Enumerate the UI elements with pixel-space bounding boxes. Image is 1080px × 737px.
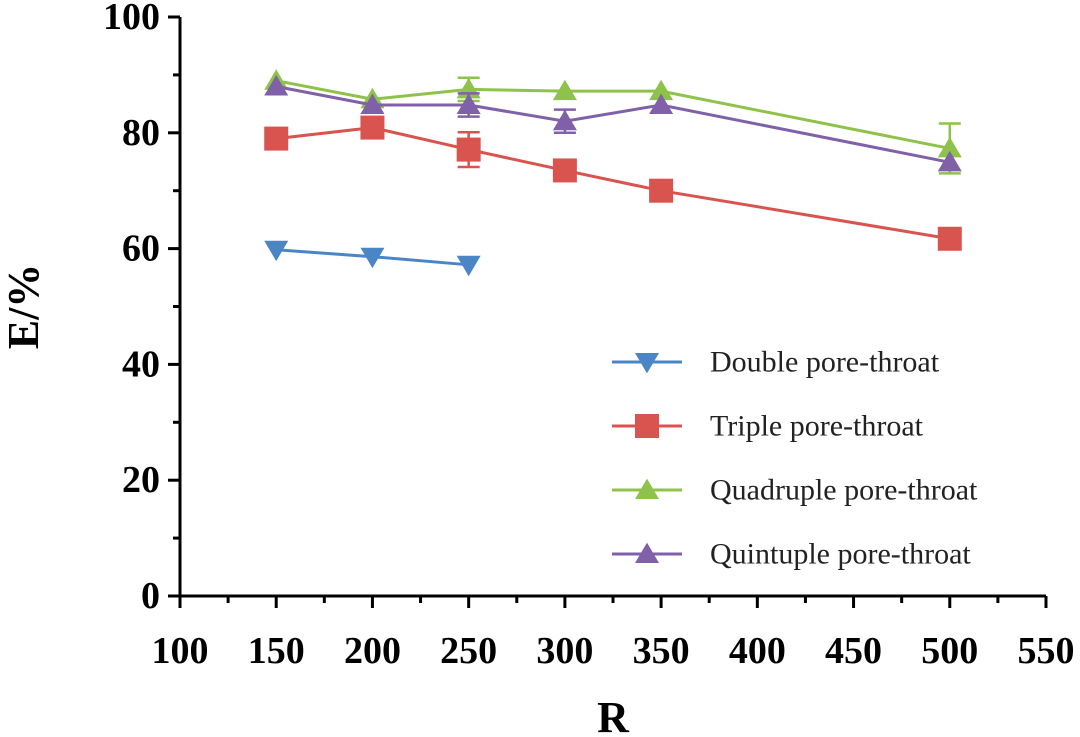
legend-item: Double pore-throat [612,346,940,379]
x-tick-label: 500 [921,630,978,672]
x-tick-label: 450 [825,630,882,672]
data-point [937,150,962,172]
data-point [552,109,577,131]
data-point [649,178,674,203]
x-tick-label: 550 [1018,630,1075,672]
series-2 [264,115,962,251]
data-point [264,75,289,96]
legend-label: Double pore-throat [710,346,940,379]
x-tick-label: 150 [248,630,305,672]
legend-marker [635,542,659,563]
legend: Double pore-throat Triple pore-throat Quad… [612,346,978,571]
series-1 [264,240,481,277]
data-point [937,137,962,158]
y-tick-label: 60 [122,228,160,270]
legend-label: Quadruple pore-throat [710,474,978,507]
x-axis-title: R [597,693,630,737]
series-4 [264,75,962,172]
data-point [456,137,481,162]
data-point [264,126,289,151]
data-point [264,240,289,262]
y-tick-label: 80 [122,112,160,154]
legend-item: Triple pore-throat [612,410,924,443]
x-tick-label: 350 [633,630,690,672]
series-layer [264,69,962,277]
x-tick-label: 100 [152,630,209,672]
x-tick-label: 200 [344,630,401,672]
legend-marker [635,414,659,438]
legend-label: Triple pore-throat [710,410,924,443]
y-tick-label: 100 [103,0,160,38]
x-tick-label: 300 [536,630,593,672]
legend-item: Quadruple pore-throat [612,474,978,507]
series-line [275,79,951,150]
legend-item: Quintuple pore-throat [612,538,971,571]
data-point [456,93,481,115]
data-point [552,79,577,101]
data-point [360,93,385,115]
series-line [276,126,951,241]
x-tick-label: 400 [729,630,786,672]
data-point [552,158,577,183]
series-line [275,85,951,164]
y-tick-label: 20 [122,459,160,501]
data-point [649,93,674,115]
data-point [360,115,385,140]
legend-marker [635,353,659,374]
data-point [937,226,962,251]
data-point [456,255,481,277]
y-tick-label: 0 [141,575,160,617]
y-tick-label: 40 [122,343,160,385]
data-point [360,247,385,269]
data-point [649,79,674,101]
legend-marker [635,478,659,499]
x-tick-label: 250 [440,630,497,672]
legend-label: Quintuple pore-throat [710,538,971,571]
y-axis-title: E/% [0,264,48,350]
